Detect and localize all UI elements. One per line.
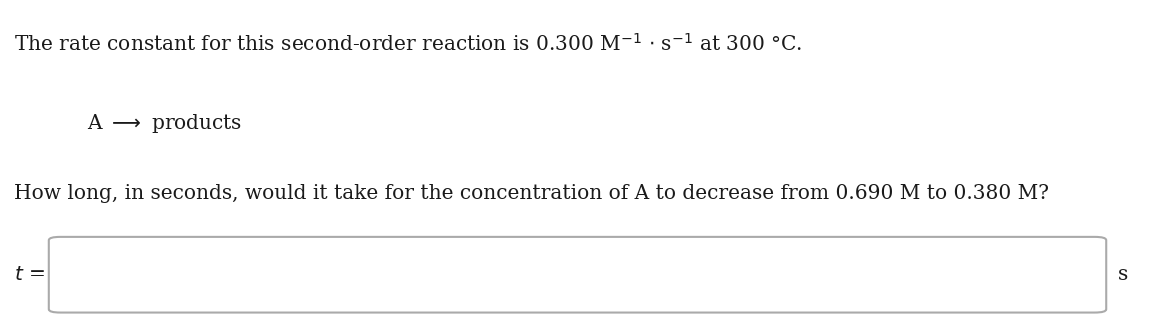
FancyBboxPatch shape: [49, 237, 1106, 313]
Text: The rate constant for this second-order reaction is 0.300 M$^{-1}$ $\cdot$ s$^{-: The rate constant for this second-order …: [14, 33, 802, 55]
Text: A $\longrightarrow$ products: A $\longrightarrow$ products: [87, 112, 243, 135]
Text: $t$ =: $t$ =: [14, 265, 45, 284]
Text: How long, in seconds, would it take for the concentration of A to decrease from : How long, in seconds, would it take for …: [14, 184, 1049, 203]
Text: s: s: [1118, 265, 1128, 284]
